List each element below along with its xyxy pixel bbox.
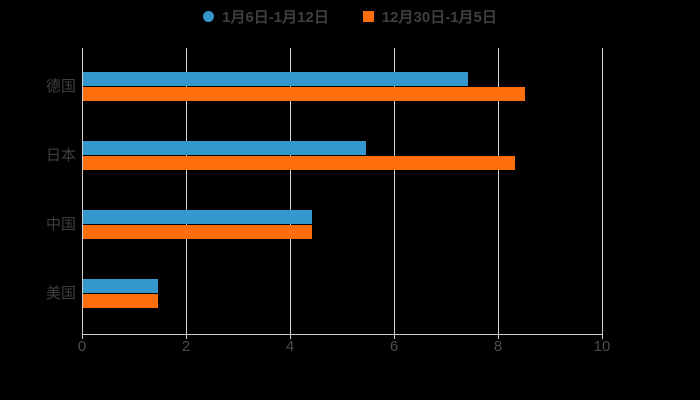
category-label-2: 日本 [45, 147, 76, 164]
category-label-4: 美国 [45, 285, 76, 302]
category-label-1: 德国 [45, 78, 76, 95]
gridline-6 [394, 48, 395, 334]
gridline-2 [186, 48, 187, 334]
x-tick-mark [498, 334, 499, 339]
x-tick-label-10: 10 [593, 338, 611, 355]
bar-series2-cat4[interactable] [83, 294, 159, 308]
x-tick-mark [602, 334, 603, 339]
x-tick-mark [290, 334, 291, 339]
x-tick-mark [394, 334, 395, 339]
x-tick-label-6: 6 [389, 338, 399, 355]
legend-circle-marker-icon [203, 10, 215, 22]
x-tick-label-0: 0 [77, 338, 87, 355]
category-label-3: 中国 [45, 216, 76, 233]
legend-item-series2[interactable]: 12月30日-1月5日 [362, 6, 497, 27]
bar-series2-cat1[interactable] [83, 87, 525, 101]
legend-item-series1[interactable]: 1月6日-1月12日 [203, 6, 329, 27]
x-tick-mark [82, 334, 83, 339]
bar-series1-cat3[interactable] [83, 210, 312, 224]
x-tick-label-4: 4 [285, 338, 295, 355]
bar-series1-cat1[interactable] [83, 72, 468, 86]
x-tick-mark [186, 334, 187, 339]
bar-series2-cat3[interactable] [83, 225, 312, 239]
x-tick-label-8: 8 [493, 338, 503, 355]
x-tick-label-2: 2 [181, 338, 191, 355]
bar-series1-cat2[interactable] [83, 141, 367, 155]
gridline-10 [602, 48, 603, 334]
legend-label: 12月30日-1月5日 [381, 8, 497, 26]
chart-legend: 1月6日-1月12日 12月30日-1月5日 [0, 5, 700, 27]
gridline-8 [498, 48, 499, 334]
x-axis-line [82, 334, 603, 335]
legend-label: 1月6日-1月12日 [222, 8, 329, 26]
y-axis-line [82, 48, 83, 334]
gridline-4 [290, 48, 291, 334]
bar-series1-cat4[interactable] [83, 279, 159, 293]
legend-square-marker-icon [362, 10, 374, 22]
bar-series2-cat2[interactable] [83, 156, 515, 170]
